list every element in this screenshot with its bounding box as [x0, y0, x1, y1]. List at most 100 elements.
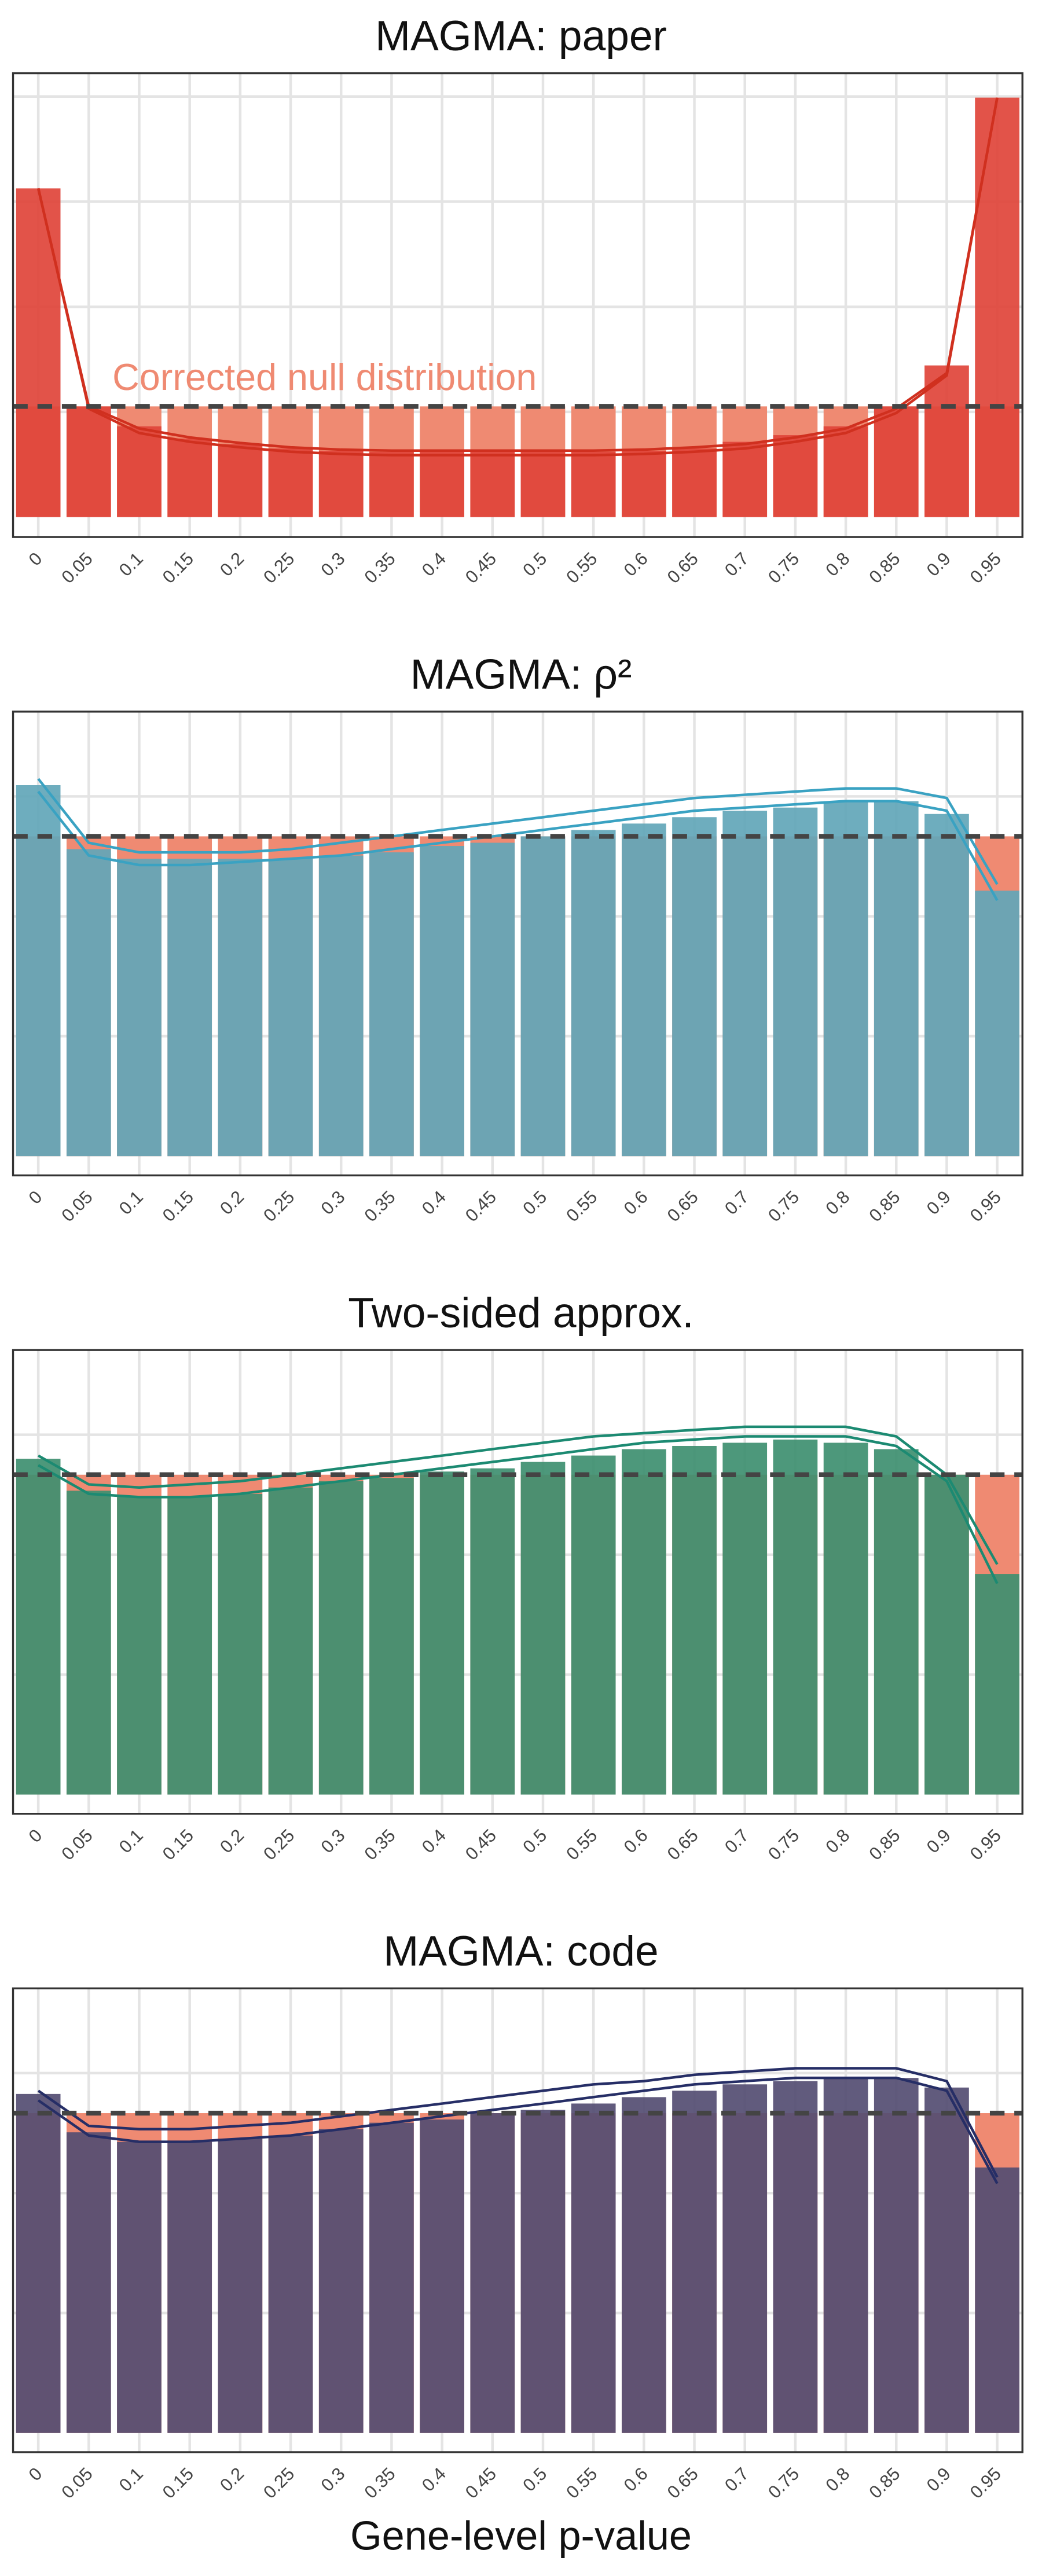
x-tick-label: 0.8: [821, 1825, 853, 1857]
bar: [218, 859, 263, 1157]
bar: [420, 1471, 464, 1795]
bar: [218, 1493, 263, 1795]
bar: [268, 859, 313, 1157]
x-tick-label: 0.85: [865, 1187, 904, 1226]
x-tick-label: 0.75: [764, 549, 803, 587]
x-tick-label: 0.9: [923, 549, 955, 580]
smooth-line: [37, 2076, 999, 2184]
bar: [823, 2078, 868, 2433]
bar: [924, 814, 969, 1157]
x-tick-label: 0.25: [259, 2464, 298, 2503]
smooth-line: [37, 778, 999, 885]
bar: [218, 2139, 263, 2433]
x-tick-label: 0.5: [519, 2464, 551, 2496]
x-tick-label: 0.35: [360, 2464, 399, 2503]
x-tick-label: 0.7: [721, 2464, 753, 2496]
bar: [369, 852, 414, 1157]
x-tick-label: 0.6: [620, 549, 652, 580]
bar: [470, 451, 515, 517]
x-tick-label: 0.3: [317, 1187, 348, 1219]
bar: [571, 1455, 616, 1795]
x-tick-label: 0.1: [115, 1825, 147, 1857]
x-tick-label: 0: [25, 549, 46, 570]
bar: [823, 801, 868, 1157]
bar: [117, 426, 162, 517]
x-tick-label: 0.5: [519, 1187, 551, 1219]
bar: [621, 1449, 666, 1795]
x-tick-label: 0.7: [721, 549, 753, 580]
x-tick-label: 0.4: [418, 1825, 450, 1857]
x-tick-label: 0.65: [663, 549, 702, 587]
x-tick-label: 0.4: [418, 1187, 450, 1219]
bar: [268, 1487, 313, 1795]
x-tick-label: 0.05: [57, 549, 96, 587]
bar: [823, 426, 868, 517]
bar: [773, 435, 818, 517]
x-tick-label: 0.4: [418, 2464, 450, 2496]
smooth-line: [37, 2067, 999, 2178]
bar: [975, 97, 1019, 517]
bar: [621, 450, 666, 517]
bar: [874, 1449, 919, 1795]
bar: [16, 1459, 61, 1795]
bar: [66, 406, 111, 517]
bar: [924, 2087, 969, 2433]
x-tick-label: 0.1: [115, 2464, 147, 2496]
bar: [571, 830, 616, 1157]
bar: [369, 451, 414, 517]
x-tick-label: 0.45: [461, 1825, 500, 1864]
bar: [975, 1574, 1019, 1795]
smooth-line: [38, 1435, 999, 1584]
x-tick-label: 0.2: [216, 1187, 248, 1219]
bar: [874, 2078, 919, 2433]
bar: [672, 817, 717, 1157]
plot-frame: [12, 1987, 1023, 2453]
x-tick-label: 0.95: [966, 1825, 1005, 1864]
bar: [722, 1442, 768, 1795]
bar: [470, 1468, 515, 1795]
bar: [924, 1474, 969, 1795]
bar: [117, 859, 162, 1157]
plot-frame: [12, 72, 1023, 538]
bar: [167, 1497, 212, 1795]
x-tick-label: 0.6: [620, 2464, 652, 2496]
x-tick-label: 0.8: [821, 1187, 853, 1219]
x-tick-label: 0.6: [620, 1825, 652, 1857]
bar: [167, 2141, 212, 2433]
bar: [66, 849, 111, 1157]
bar: [318, 2129, 364, 2433]
x-tick-label: 0.55: [562, 549, 601, 587]
bar: [672, 2091, 717, 2433]
x-tick-label: 0.55: [562, 1825, 601, 1864]
x-tick-label: 0.9: [923, 1825, 955, 1857]
bar: [167, 859, 212, 1157]
x-tick-label: 0.15: [159, 1187, 197, 1226]
x-tick-label: 0.7: [721, 1187, 753, 1219]
chart-title: MAGMA: ρ²: [410, 651, 632, 698]
smooth-line: [36, 97, 999, 457]
bar: [773, 2081, 818, 2433]
x-tick-label: 0: [25, 1825, 46, 1846]
x-tick-label: 0.75: [764, 1187, 803, 1226]
smooth-line: [37, 790, 999, 901]
x-tick-label: 0.05: [57, 1187, 96, 1226]
x-tick-label: 0.15: [159, 2464, 197, 2503]
bar: [16, 785, 61, 1157]
bar: [975, 890, 1019, 1157]
bar: [117, 1497, 162, 1795]
x-tick-label: 0.05: [57, 1825, 96, 1864]
x-tick-label: 0.85: [865, 2464, 904, 2503]
bar: [672, 1445, 717, 1795]
x-tick-label: 0.15: [159, 1825, 197, 1864]
x-tick-label: 0.35: [360, 549, 399, 587]
bar: [773, 807, 818, 1157]
bar: [975, 2167, 1019, 2433]
bar: [823, 1442, 868, 1795]
chart-title: MAGMA: paper: [375, 13, 667, 60]
bar: [318, 450, 364, 517]
x-tick-label: 0.5: [519, 1825, 551, 1857]
x-tick-label: 0.45: [461, 549, 500, 587]
bar: [773, 1439, 818, 1795]
x-tick-label: 0.8: [821, 549, 853, 580]
bar: [318, 1481, 364, 1795]
